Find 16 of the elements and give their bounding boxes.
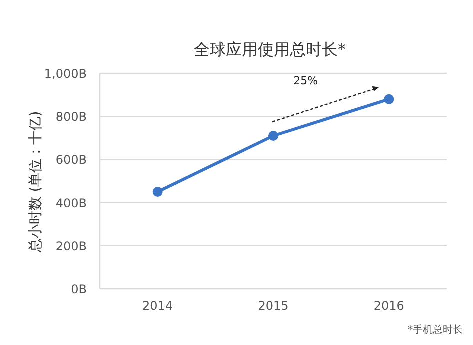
y-axis-title: 总小时数 (单位：十亿) [28,111,44,254]
x-tick-label: 2016 [374,299,404,313]
x-tick-label: 2014 [142,299,174,313]
annotation: 25% [294,74,318,88]
y-tick-label: 0B [71,282,87,296]
point [268,130,278,141]
point [152,187,163,198]
y-tick-label: 600B [56,153,87,168]
x-tick-label: 2015 [258,299,289,313]
text: *手机总时长 [408,324,463,336]
point [384,94,394,104]
y-tick-label: 800B [56,110,87,124]
chart-title: 全球应用使用总时长* [194,40,346,59]
y-tick-label: 400B [56,196,87,210]
y-tick-label: 1,000B [44,67,87,81]
y-tick-label: 200B [56,239,87,254]
